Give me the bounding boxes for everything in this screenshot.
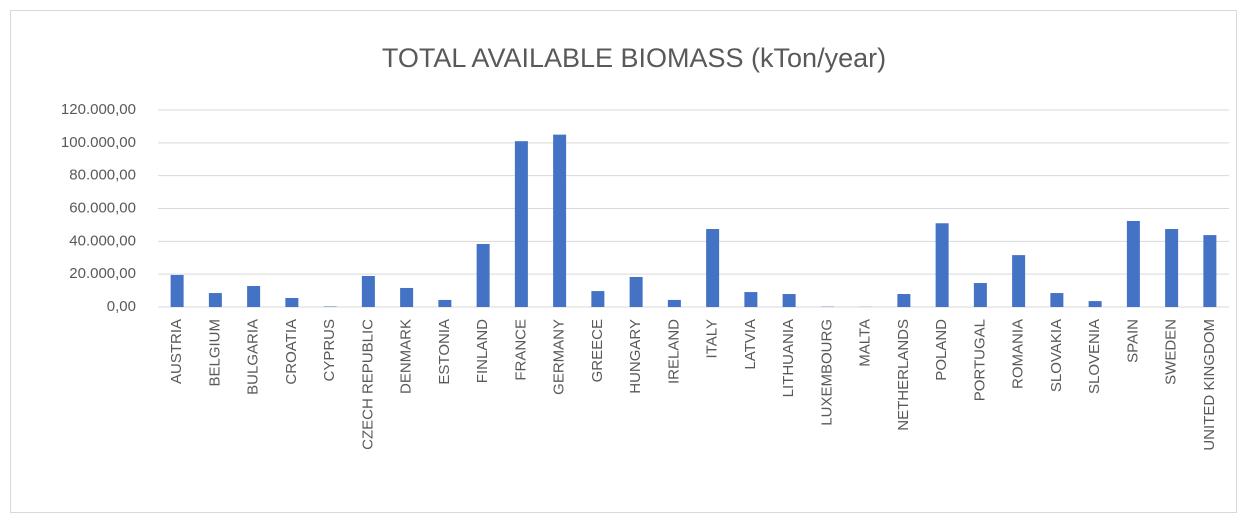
x-tick-label: NETHERLANDS bbox=[895, 319, 912, 431]
x-tick-label: GERMANY bbox=[551, 319, 568, 395]
bar bbox=[1165, 229, 1179, 307]
x-tick-label: IRELAND bbox=[665, 319, 682, 384]
x-tick-label: UNITED KINGDOM bbox=[1201, 319, 1218, 451]
x-tick-label: GREECE bbox=[589, 319, 606, 382]
x-tick-label: LUXEMBOURG bbox=[818, 319, 835, 426]
bar bbox=[591, 291, 605, 307]
x-tick-label: SPAIN bbox=[1124, 319, 1141, 363]
x-tick-label: POLAND bbox=[933, 319, 950, 381]
bar bbox=[514, 141, 528, 307]
bar bbox=[1203, 235, 1217, 307]
x-tick-label: CROATIA bbox=[283, 319, 300, 385]
x-tick-label: PORTUGAL bbox=[971, 319, 988, 401]
bar bbox=[1050, 293, 1064, 307]
bar bbox=[476, 243, 490, 307]
x-tick-label: SLOVENIA bbox=[1086, 319, 1103, 394]
x-tick-label: SLOVAKIA bbox=[1048, 319, 1065, 392]
x-tick-label: HUNGARY bbox=[627, 319, 644, 394]
bar bbox=[1126, 220, 1140, 307]
x-tick-label: CZECH REPUBLIC bbox=[359, 319, 376, 450]
chart-title: TOTAL AVAILABLE BIOMASS (kTon/year) bbox=[382, 43, 886, 73]
x-tick-label: BULGARIA bbox=[245, 319, 262, 395]
x-tick-label: DENMARK bbox=[398, 319, 415, 394]
x-tick-label: AUSTRIA bbox=[168, 319, 185, 384]
y-tick-label: 40.000,00 bbox=[69, 232, 136, 249]
bar bbox=[782, 294, 796, 307]
bar bbox=[1012, 255, 1026, 307]
bar bbox=[438, 299, 452, 307]
y-tick-label: 120.000,00 bbox=[61, 101, 136, 118]
x-tick-label: LATVIA bbox=[742, 319, 759, 370]
bar bbox=[897, 294, 911, 307]
y-tick-label: 0,00 bbox=[107, 298, 136, 315]
bar bbox=[400, 287, 414, 307]
x-tick-label: BELGIUM bbox=[206, 319, 223, 387]
bar bbox=[744, 292, 758, 307]
bar bbox=[973, 283, 987, 307]
y-tick-label: 80.000,00 bbox=[69, 167, 136, 184]
y-tick-label: 20.000,00 bbox=[69, 265, 136, 282]
bar bbox=[247, 285, 261, 307]
bar bbox=[170, 274, 184, 307]
y-tick-label: 100.000,00 bbox=[61, 134, 136, 151]
bar bbox=[1088, 301, 1102, 307]
bar bbox=[285, 297, 299, 307]
x-tick-label: FINLAND bbox=[474, 319, 491, 383]
x-tick-label: ROMANIA bbox=[1010, 319, 1027, 389]
x-tick-label: FRANCE bbox=[512, 319, 529, 381]
bar bbox=[706, 229, 720, 307]
bar bbox=[935, 223, 949, 307]
x-tick-label: SWEDEN bbox=[1163, 319, 1180, 385]
bar bbox=[361, 275, 375, 307]
x-tick-label: MALTA bbox=[857, 319, 874, 367]
bar bbox=[553, 134, 567, 307]
bar bbox=[208, 293, 222, 307]
x-tick-label: LITHUANIA bbox=[780, 319, 797, 397]
bar bbox=[629, 276, 643, 307]
bar bbox=[667, 299, 681, 307]
y-tick-label: 60.000,00 bbox=[69, 199, 136, 216]
x-tick-label: ESTONIA bbox=[436, 319, 453, 385]
x-tick-label: CYPRUS bbox=[321, 319, 338, 382]
x-tick-label: ITALY bbox=[704, 319, 721, 358]
chart-border bbox=[10, 10, 1237, 513]
